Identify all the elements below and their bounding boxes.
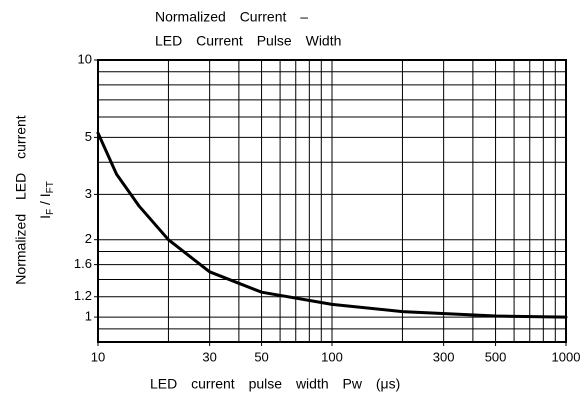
y-axis-label: Normalized LED current IF / IFT — [13, 115, 56, 284]
y-tick-label: 1 — [85, 309, 92, 324]
y-tick-label: 3 — [85, 186, 92, 201]
y-tick-label: 1.2 — [74, 288, 92, 303]
x-tick-label: 30 — [202, 349, 216, 364]
curve — [96, 131, 568, 319]
x-tick-label: 1000 — [552, 349, 581, 364]
x-axis-label: LED current pulse width Pw (μs) — [150, 376, 400, 392]
chart-title: LED Current Pulse Width — [155, 33, 341, 49]
chart-title: Normalized Current – — [155, 9, 308, 25]
x-tick-label: 300 — [433, 349, 455, 364]
y-axis-label-line: IF / IFT — [37, 181, 56, 219]
y-axis-label-line: Normalized LED current — [13, 115, 29, 284]
x-tick-label: 50 — [254, 349, 268, 364]
x-tick-label: 10 — [91, 349, 105, 364]
y-tick-label: 5 — [85, 129, 92, 144]
y-tick-label: 2 — [85, 231, 92, 246]
x-tick-label: 500 — [485, 349, 507, 364]
y-tick-label: 1.6 — [74, 256, 92, 271]
plot-frame — [97, 59, 567, 343]
x-tick-label: 100 — [321, 349, 343, 364]
y-tick-label: 10 — [78, 51, 92, 66]
